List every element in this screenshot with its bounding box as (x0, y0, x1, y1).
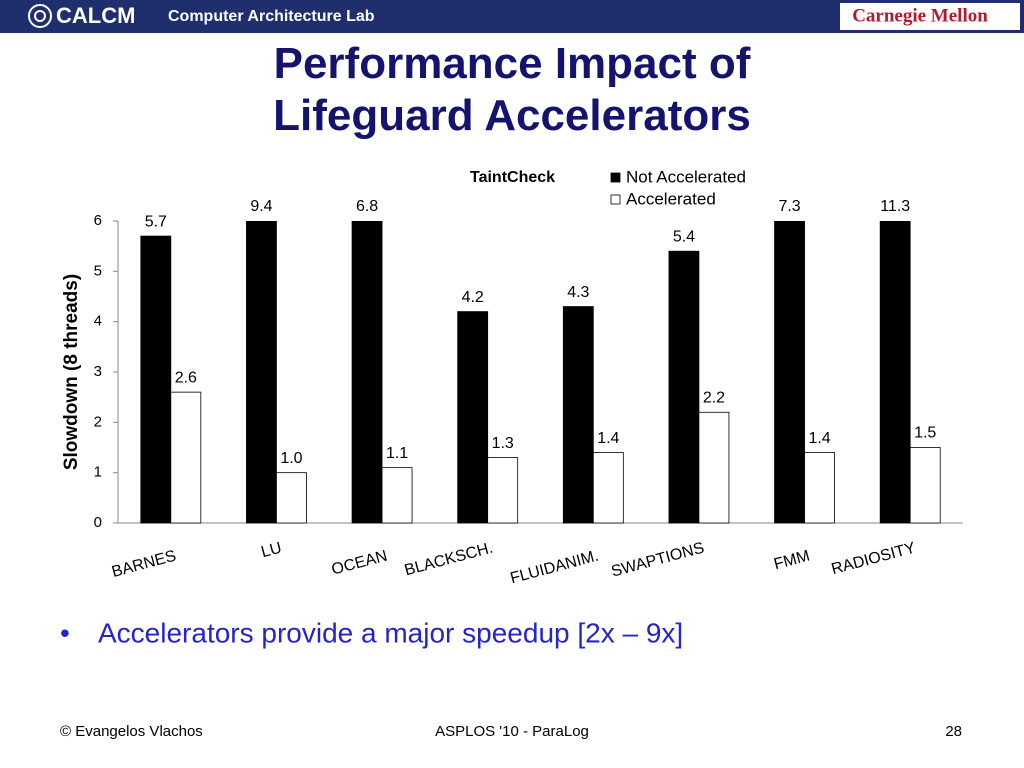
value-label: 4.3 (567, 284, 589, 301)
bar (879, 221, 911, 524)
title-box: Performance Impact of Lifeguard Accelera… (273, 39, 751, 140)
value-label: 2.2 (703, 389, 725, 406)
value-label: 1.3 (492, 435, 514, 452)
chart-title: TaintCheck (470, 169, 555, 186)
value-label: 4.2 (462, 289, 484, 306)
bar (909, 447, 941, 524)
bar (592, 452, 624, 524)
value-label: 1.5 (914, 425, 936, 442)
value-label: 2.6 (175, 369, 197, 386)
value-label: 1.1 (386, 445, 408, 462)
y-tick-label: 4 (94, 313, 102, 330)
y-tick-label: 1 (94, 464, 102, 481)
y-tick-label: 0 (94, 514, 102, 531)
bar (351, 221, 383, 524)
x-tick-label: OCEAN (330, 548, 389, 579)
value-label: 6.8 (356, 198, 378, 215)
bar (562, 306, 594, 524)
x-tick-label: RADIOSITY (830, 539, 918, 578)
legend-swatch (610, 172, 621, 183)
bar (487, 457, 519, 524)
x-tick-label: LU (259, 540, 283, 562)
x-tick-label: FMM (772, 548, 812, 574)
university: Carnegie Mellon (852, 5, 988, 26)
bar (668, 250, 700, 524)
bar (276, 472, 307, 524)
value-label: 5.7 (145, 213, 167, 230)
logo-icon (28, 4, 52, 28)
bar (804, 452, 835, 524)
legend-swatch (610, 194, 621, 205)
y-tick-label: 3 (94, 363, 102, 380)
bar (457, 311, 489, 524)
value-label: 9.4 (250, 198, 272, 215)
value-label: 1.4 (597, 430, 619, 447)
x-tick-label: BLACKSCH. (403, 540, 495, 580)
legend-label: Accelerated (626, 189, 716, 208)
x-tick-label: BARNES (110, 548, 178, 581)
value-label: 5.4 (673, 228, 695, 245)
y-tick-label: 2 (94, 413, 102, 430)
x-tick-label: FLUIDANIM. (508, 548, 600, 588)
bar (698, 411, 730, 524)
value-label: 1.0 (280, 450, 302, 467)
lab-name: Computer Architecture Lab (168, 8, 375, 25)
value-label: 1.4 (808, 430, 830, 447)
bullet: Accelerators provide a major speedup [2x… (98, 617, 683, 648)
y-tick-label: 6 (94, 212, 102, 229)
bar (774, 221, 805, 524)
legend-label: Not Accelerated (626, 167, 746, 186)
footer-right: 28 (945, 723, 962, 740)
footer-left: © Evangelos Vlachos (60, 723, 203, 740)
title: Performance Impact of Lifeguard Accelera… (273, 39, 751, 140)
logo-icon-inner (34, 10, 46, 22)
bullet-dot: • (60, 617, 70, 648)
value-label: 7.3 (778, 198, 800, 215)
footer-center: ASPLOS '10 - ParaLog (435, 723, 589, 740)
bar (140, 235, 172, 524)
bar (170, 391, 202, 524)
x-tick-label: SWAPTIONS (609, 540, 706, 581)
bar (381, 467, 413, 524)
bar (246, 221, 277, 524)
logo-text: CALCM (56, 3, 135, 28)
value-label: 11.3 (880, 198, 910, 215)
y-tick-label: 5 (94, 262, 102, 279)
y-axis-label: Slowdown (8 threads) (61, 274, 82, 470)
university-box (840, 3, 1020, 30)
